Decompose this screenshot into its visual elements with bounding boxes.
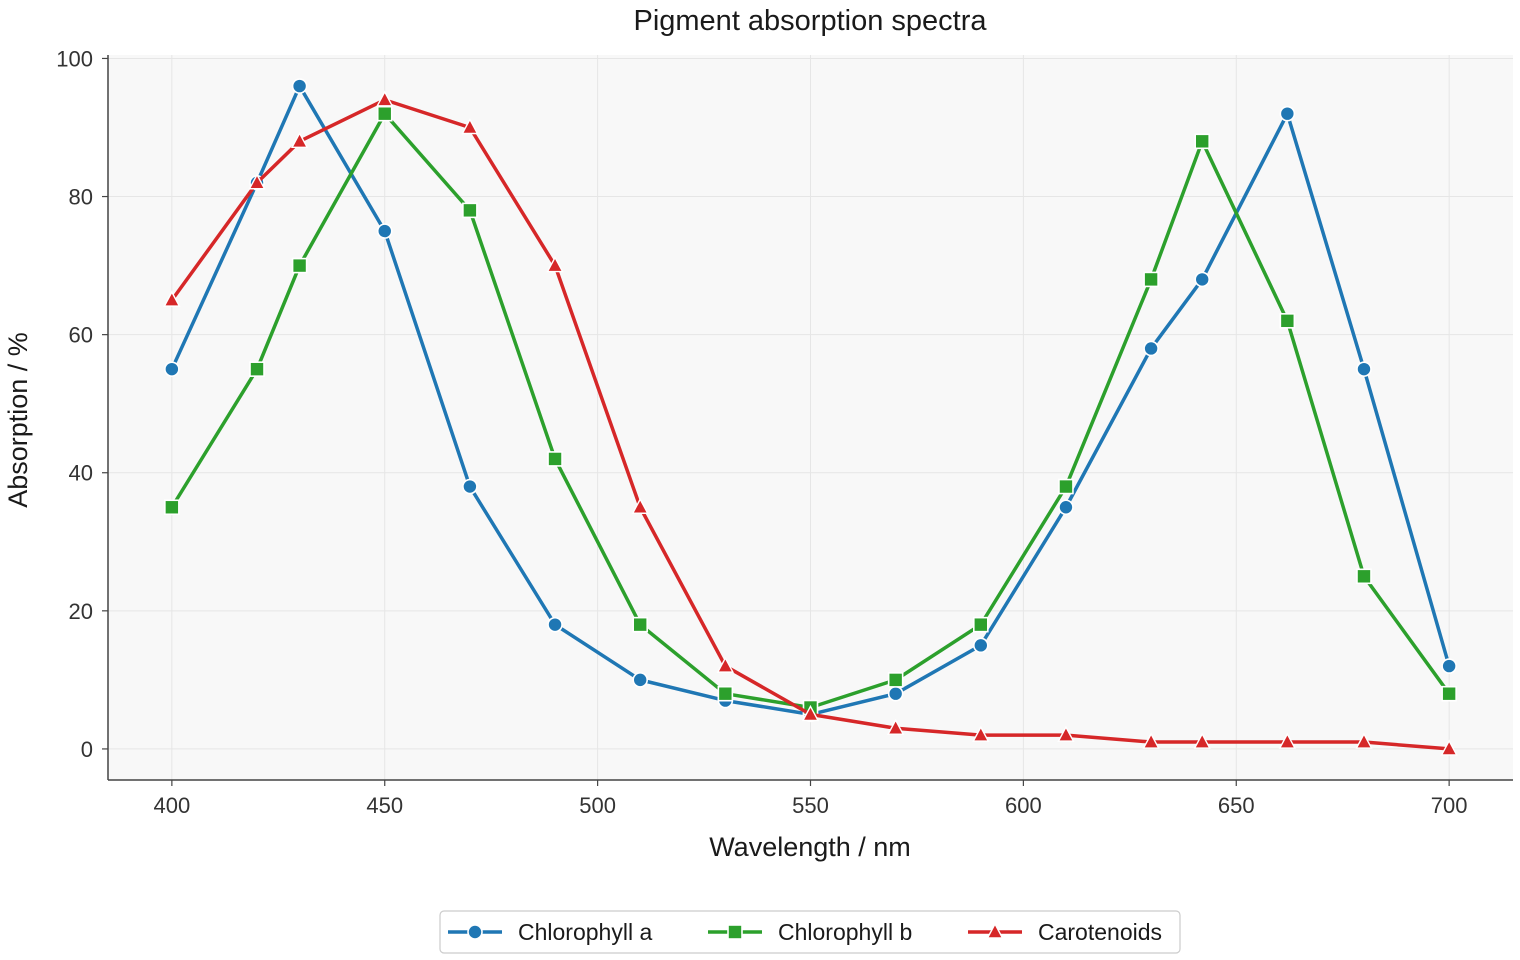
carotenoids-point [290, 131, 309, 149]
legend-item-chlorophyll-b: Chlorophyll b [708, 919, 912, 945]
x-axis-label: Wavelength / nm [709, 832, 911, 862]
chlorophyll-b-point [1279, 313, 1296, 329]
y-tick-label: 100 [56, 46, 93, 71]
x-tick-label: 400 [154, 793, 191, 818]
legend-label-chlorophyll-a: Chlorophyll a [518, 919, 652, 945]
x-tick-label: 550 [792, 793, 829, 818]
chlorophyll-a-point [1143, 340, 1159, 357]
chlorophyll-b-point [249, 361, 265, 377]
carotenoids-point [376, 90, 394, 107]
grid-lines [108, 55, 1513, 780]
chlorophyll-b-point [1143, 271, 1159, 288]
chlorophyll-a-point [1058, 499, 1074, 516]
legend-marker-chlorophyll-a [467, 924, 483, 940]
carotenoids-point [716, 656, 735, 673]
carotenoids-point [1057, 725, 1075, 742]
chlorophyll-a-point [1194, 271, 1210, 288]
chlorophyll-a-point [887, 685, 904, 702]
chlorophyll-b-point [547, 451, 563, 467]
carotenoids-point [461, 118, 479, 135]
chlorophyll-b-point [164, 499, 180, 516]
x-ticks: 400 450 500 550 600 650 700 [154, 780, 1468, 818]
chlorophyll-b-point [1058, 478, 1074, 495]
chlorophyll-b-point [1441, 685, 1457, 702]
y-tick-label: 40 [69, 461, 93, 486]
carotenoids-point [1440, 739, 1458, 756]
y-tick-label: 80 [69, 185, 93, 210]
chlorophyll-a-point [164, 361, 180, 377]
chlorophyll-b-point [973, 616, 989, 633]
carotenoids-point [631, 497, 649, 514]
y-tick-label: 20 [69, 599, 93, 624]
chlorophyll-a-point [547, 616, 563, 633]
carotenoids-point [248, 173, 266, 190]
carotenoids-point [886, 718, 905, 735]
carotenoids-point [163, 290, 181, 307]
x-tick-label: 500 [579, 793, 616, 818]
chlorophyll-a-point [973, 637, 989, 654]
legend-marker-chlorophyll-b [727, 924, 743, 940]
chlorophyll-b-point [632, 616, 648, 633]
y-ticks: 0 20 40 60 80 100 [56, 46, 108, 762]
x-tick-label: 650 [1218, 793, 1255, 818]
legend-box [439, 910, 1181, 954]
chlorophyll-a-point [291, 78, 308, 94]
carotenoids-point [546, 256, 564, 273]
series-carotenoids [163, 90, 1458, 756]
series-group [163, 78, 1458, 756]
chlorophyll-b-point [291, 257, 308, 274]
chlorophyll-b-point [1356, 568, 1372, 585]
chlorophyll-b-point [376, 105, 393, 122]
chlorophyll-a-point [462, 478, 478, 495]
x-tick-label: 600 [1005, 793, 1042, 818]
x-tick-label: 700 [1431, 793, 1468, 818]
chlorophyll-a-point [1356, 361, 1372, 377]
y-axis-label: Absorption / % [3, 332, 33, 508]
x-tick-label: 450 [366, 793, 403, 818]
chlorophyll-a-point [632, 672, 648, 688]
legend: Chlorophyll a Chlorophyll b Carotenoids [439, 910, 1181, 954]
chlorophyll-b-point [887, 672, 904, 688]
carotenoids-point [1193, 732, 1211, 749]
y-tick-label: 0 [81, 737, 93, 762]
legend-marker-carotenoids [986, 922, 1004, 939]
y-tick-label: 60 [69, 323, 93, 348]
chlorophyll-b-point [462, 202, 478, 219]
chlorophyll-b-point [1194, 133, 1210, 150]
carotenoids-point [801, 704, 820, 722]
carotenoids-point [1278, 732, 1297, 749]
carotenoids-point [1142, 732, 1160, 749]
legend-item-carotenoids: Carotenoids [968, 919, 1162, 945]
chlorophyll-b-point [717, 685, 734, 702]
chart-title: Pigment absorption spectra [633, 5, 987, 37]
chlorophyll-a-point [1441, 658, 1457, 674]
legend-label-carotenoids: Carotenoids [1038, 919, 1162, 945]
carotenoids-point [972, 725, 990, 742]
chlorophyll-a-point [1279, 105, 1296, 122]
legend-label-chlorophyll-b: Chlorophyll b [778, 919, 912, 945]
carotenoids-point [1355, 732, 1373, 749]
chlorophyll-a-point [376, 223, 393, 239]
legend-item-chlorophyll-a: Chlorophyll a [448, 919, 652, 945]
